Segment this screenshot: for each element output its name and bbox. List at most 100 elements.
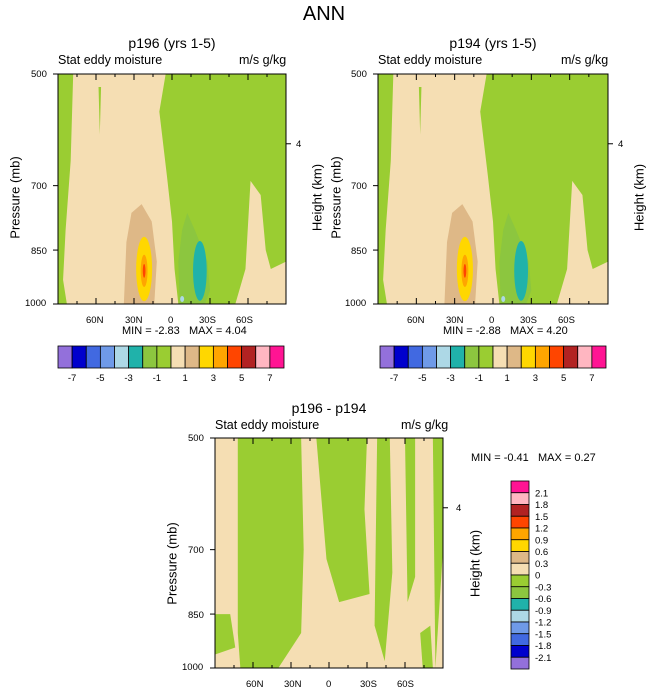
colorbar-label: -5 xyxy=(96,373,104,384)
xtick-60N: 60N xyxy=(407,315,425,326)
colorbar-label: -0.6 xyxy=(535,594,551,605)
contour-band xyxy=(374,438,393,662)
contour-band xyxy=(58,74,74,304)
colorbar-swatch xyxy=(436,345,452,369)
contour-band xyxy=(215,614,236,655)
colorbar-swatch xyxy=(510,598,530,611)
xtick-30N: 30N xyxy=(125,315,143,326)
colorbar-swatch xyxy=(156,345,172,369)
colorbar-swatch xyxy=(464,345,480,369)
colorbar-label: -7 xyxy=(68,373,76,384)
xtick-30S: 30S xyxy=(199,315,216,326)
max-value: 4.20 xyxy=(546,325,568,337)
colorbar-label: 0.6 xyxy=(535,547,548,558)
colorbar-swatch xyxy=(198,345,214,369)
min-label: MIN = xyxy=(122,325,152,337)
ytick-850: 850 xyxy=(188,610,204,621)
min-max-readout-diff: MIN = -0.41 MAX = 0.27 xyxy=(471,452,596,464)
colorbar-label: 3 xyxy=(211,373,216,384)
colorbar-swatch xyxy=(478,345,494,369)
xtick-30N: 30N xyxy=(446,315,464,326)
contour-peak xyxy=(463,263,467,278)
xtick-60S: 60S xyxy=(558,315,575,326)
ytick-1000: 1000 xyxy=(182,662,204,673)
colorbar-swatch xyxy=(510,551,530,564)
ytick-right-4: 4 xyxy=(618,139,624,150)
colorbar-label: -0.3 xyxy=(535,582,551,593)
contour-minimum xyxy=(193,240,207,301)
figure-title: ANN xyxy=(302,3,346,25)
y-axis-label-diff: Pressure (mb) xyxy=(164,522,180,605)
colorbar-swatch xyxy=(510,515,530,529)
colorbar-label: 3 xyxy=(533,373,538,384)
xtick-0: 0 xyxy=(326,679,332,690)
contour-band xyxy=(420,625,433,668)
colorbar-swatch xyxy=(57,345,73,369)
contour-plot-p194 xyxy=(373,73,613,305)
contour-minimum-core xyxy=(501,295,506,302)
ytick-1000: 1000 xyxy=(25,298,47,309)
colorbar-swatch xyxy=(510,656,530,670)
colorbar-swatch xyxy=(510,586,530,599)
xtick-30S: 30S xyxy=(520,315,537,326)
colorbar-label: -1.8 xyxy=(535,641,551,652)
y-axis-label-p196: Pressure (mb) xyxy=(7,156,23,239)
colorbar-label: 5 xyxy=(561,373,566,384)
colorbar-label: -1 xyxy=(475,373,483,384)
colorbar-swatch xyxy=(510,633,530,646)
colorbar-swatch xyxy=(114,345,130,369)
max-value: 4.04 xyxy=(225,325,247,337)
colorbar-swatch xyxy=(520,345,536,369)
min-max-readout-p196: MIN = -2.83 MAX = 4.04 xyxy=(122,325,247,337)
colorbar-label: 0.3 xyxy=(535,559,548,570)
colorbar-swatch xyxy=(510,527,530,541)
colorbar-swatch xyxy=(510,609,530,623)
ytick-right-4: 4 xyxy=(296,139,302,150)
colorbar-label: -7 xyxy=(390,373,398,384)
colorbar-swatch xyxy=(591,345,607,369)
min-label: MIN = xyxy=(471,452,501,464)
colorbar-swatch xyxy=(510,480,530,494)
ytick-500: 500 xyxy=(351,69,367,80)
colorbar-swatch xyxy=(506,345,522,369)
ytick-700: 700 xyxy=(188,545,204,556)
colorbar-swatch xyxy=(71,345,87,369)
contour-peak xyxy=(142,263,146,278)
panel-title-p194: p194 (yrs 1-5) xyxy=(449,35,537,51)
units-label-p196: m/s g/kg xyxy=(239,53,287,67)
contour-band xyxy=(237,438,304,668)
contour-band xyxy=(418,87,422,135)
ytick-right-4: 4 xyxy=(456,503,462,514)
colorbar-label: 1.5 xyxy=(535,512,548,523)
colorbar-label: -1.5 xyxy=(535,629,551,640)
ytick-700: 700 xyxy=(31,181,47,192)
min-label: MIN = xyxy=(443,325,473,337)
panel-title-diff: p196 - p194 xyxy=(291,400,367,416)
ytick-850: 850 xyxy=(31,246,47,257)
colorbar-swatch xyxy=(184,345,200,369)
colorbar-swatch xyxy=(534,345,550,369)
colorbar-swatch xyxy=(269,345,285,369)
colorbar-label: -3 xyxy=(124,373,132,384)
colorbar-label: 1.8 xyxy=(535,500,548,511)
xtick-60S: 60S xyxy=(236,315,253,326)
colorbar-swatch xyxy=(510,539,530,552)
colorbar-p194: -7 -5 -3 -1 1 3 5 7 xyxy=(379,345,607,384)
contour-minimum xyxy=(514,240,529,301)
contour-plot-p196 xyxy=(53,73,291,305)
ytick-850: 850 xyxy=(351,246,367,257)
y-axis-right-label-diff: Height (km) xyxy=(467,529,483,598)
colorbar-swatch xyxy=(510,504,530,517)
contour-band xyxy=(378,74,394,304)
colorbar-label: -1.2 xyxy=(535,618,551,629)
max-value: 0.27 xyxy=(574,452,596,464)
max-label: MAX = xyxy=(537,452,572,464)
xtick-60S: 60S xyxy=(397,679,414,690)
min-value: -2.88 xyxy=(475,325,501,337)
contour-band xyxy=(316,438,370,603)
min-value: -2.83 xyxy=(154,325,180,337)
ytick-500: 500 xyxy=(188,433,204,444)
colorbar-swatch xyxy=(393,345,409,369)
contour-band xyxy=(98,87,102,135)
panel-title-p196: p196 (yrs 1-5) xyxy=(128,35,216,51)
